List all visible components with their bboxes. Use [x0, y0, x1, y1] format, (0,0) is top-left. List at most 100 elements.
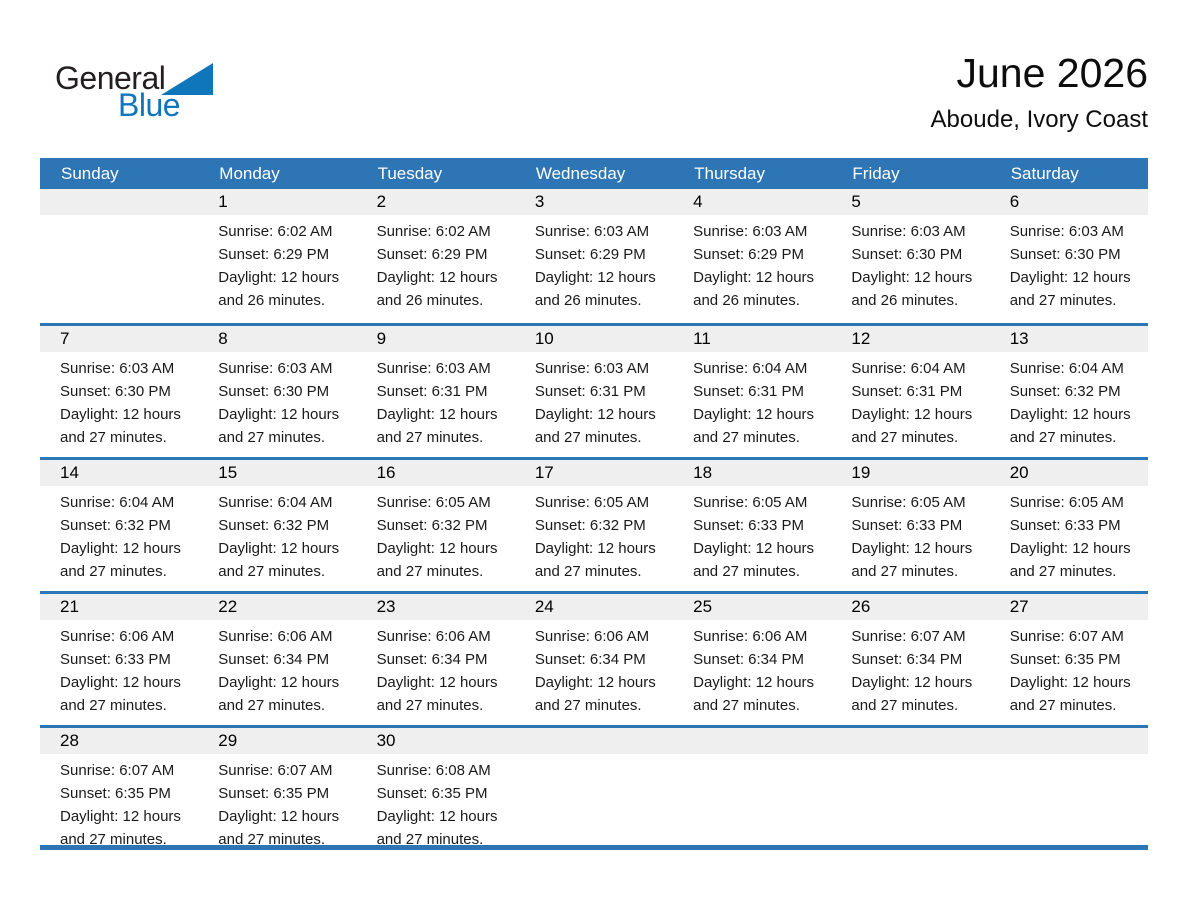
day-detail-line: Sunset: 6:32 PM — [1009, 383, 1121, 400]
day-detail-line: Sunset: 6:31 PM — [851, 383, 963, 400]
day-detail-line: Sunrise: 6:04 AM — [218, 494, 333, 511]
weekday-thursday: Thursday — [694, 163, 765, 183]
day-detail-line: Sunset: 6:34 PM — [218, 651, 330, 668]
day-details: Sunrise: 6:06 AM Sunset: 6:34 PM Daylight:… — [673, 620, 831, 717]
day-details: Sunrise: 6:03 AM Sunset: 6:29 PM Daylight:… — [515, 215, 673, 312]
general-blue-logo: General Blue — [55, 60, 255, 123]
day-number: 11 — [673, 326, 832, 352]
day-detail-line: Sunrise: 6:04 AM — [693, 360, 808, 377]
day-number: 27 — [989, 594, 1148, 620]
empty-day-cell — [989, 728, 1148, 845]
day-cell-10: 10 Sunrise: 6:03 AM Sunset: 6:31 PM Dayligh… — [514, 326, 674, 457]
day-cell-4: 4 Sunrise: 6:03 AM Sunset: 6:29 PM Daylight… — [673, 189, 832, 323]
empty-day-cell — [831, 728, 990, 845]
day-detail-line: Sunset: 6:31 PM — [693, 383, 805, 400]
day-detail-line: Sunset: 6:31 PM — [534, 383, 646, 400]
day-cell-13: 13 Sunrise: 6:04 AM Sunset: 6:32 PM Dayligh… — [989, 326, 1148, 457]
day-detail-line: Daylight: 12 hours — [534, 406, 656, 423]
day-details: Sunrise: 6:05 AM Sunset: 6:33 PM Daylight:… — [673, 486, 831, 583]
day-detail-line: Sunset: 6:30 PM — [851, 246, 963, 263]
day-number: 19 — [831, 460, 990, 486]
day-detail-line: and 27 minutes. — [218, 563, 326, 580]
day-detail-line: Daylight: 12 hours — [376, 674, 498, 691]
day-detail-line: and 27 minutes. — [693, 563, 800, 580]
day-cell-17: 17 Sunrise: 6:05 AM Sunset: 6:32 PM Dayligh… — [514, 460, 674, 591]
day-details: Sunrise: 6:08 AM Sunset: 6:35 PM Daylight:… — [357, 754, 515, 845]
day-details: Sunrise: 6:07 AM Sunset: 6:35 PM Daylight:… — [990, 620, 1148, 717]
day-detail-line: Sunset: 6:29 PM — [534, 246, 646, 263]
day-number — [514, 728, 674, 754]
day-detail-line: Sunset: 6:35 PM — [60, 785, 171, 802]
day-detail-line: and 27 minutes. — [1009, 292, 1117, 309]
week-row-3: 14 Sunrise: 6:04 AM Sunset: 6:32 PM Dayligh… — [40, 457, 1148, 591]
day-number: 5 — [831, 189, 990, 215]
day-detail-line: Daylight: 12 hours — [376, 540, 498, 557]
day-detail-line: Sunrise: 6:03 AM — [534, 223, 650, 240]
day-detail-line: and 27 minutes. — [851, 429, 959, 446]
day-number: 12 — [831, 326, 990, 352]
day-cell-24: 24 Sunrise: 6:06 AM Sunset: 6:34 PM Dayligh… — [514, 594, 674, 725]
day-detail-line: Daylight: 12 hours — [1009, 540, 1131, 557]
calendar-weeks: 1 Sunrise: 6:02 AM Sunset: 6:29 PM Daylight… — [40, 189, 1148, 845]
day-cell-18: 18 Sunrise: 6:05 AM Sunset: 6:33 PM Dayligh… — [673, 460, 832, 591]
day-cell-25: 25 Sunrise: 6:06 AM Sunset: 6:34 PM Dayligh… — [673, 594, 832, 725]
day-cell-28: 28 Sunrise: 6:07 AM Sunset: 6:35 PM Dayligh… — [40, 728, 199, 845]
day-details: Sunrise: 6:04 AM Sunset: 6:31 PM Daylight:… — [831, 352, 989, 449]
day-detail-line: Daylight: 12 hours — [534, 674, 656, 691]
day-detail-line: Daylight: 12 hours — [218, 406, 340, 423]
day-detail-line: Sunset: 6:35 PM — [376, 785, 488, 802]
day-detail-line: and 27 minutes. — [693, 429, 800, 446]
day-detail-line: Daylight: 12 hours — [851, 674, 973, 691]
day-cell-1: 1 Sunrise: 6:02 AM Sunset: 6:29 PM Daylight… — [198, 189, 357, 323]
day-cell-22: 22 Sunrise: 6:06 AM Sunset: 6:34 PM Dayligh… — [198, 594, 357, 725]
day-number: 2 — [356, 189, 515, 215]
day-number: 6 — [989, 189, 1148, 215]
day-detail-line: Sunrise: 6:06 AM — [376, 628, 491, 645]
day-detail-line: Sunrise: 6:05 AM — [851, 494, 966, 511]
day-details: Sunrise: 6:03 AM Sunset: 6:30 PM Daylight:… — [40, 352, 198, 449]
day-cell-15: 15 Sunrise: 6:04 AM Sunset: 6:32 PM Dayligh… — [198, 460, 357, 591]
day-detail-line: Sunset: 6:32 PM — [60, 517, 171, 534]
day-details: Sunrise: 6:06 AM Sunset: 6:34 PM Daylight:… — [198, 620, 356, 717]
day-number: 3 — [514, 189, 674, 215]
day-cell-14: 14 Sunrise: 6:04 AM Sunset: 6:32 PM Dayligh… — [40, 460, 199, 591]
day-number: 30 — [356, 728, 515, 754]
day-detail-line: and 27 minutes. — [60, 563, 167, 580]
day-details: Sunrise: 6:07 AM Sunset: 6:34 PM Daylight:… — [831, 620, 989, 717]
day-number: 29 — [198, 728, 357, 754]
day-detail-line: and 27 minutes. — [851, 563, 959, 580]
day-detail-line: Sunrise: 6:06 AM — [60, 628, 175, 645]
day-detail-line: and 27 minutes. — [376, 429, 484, 446]
month-title: June 2026 — [956, 50, 1148, 96]
day-details: Sunrise: 6:05 AM Sunset: 6:33 PM Daylight:… — [990, 486, 1148, 583]
day-detail-line: Sunrise: 6:03 AM — [60, 360, 175, 377]
day-cell-26: 26 Sunrise: 6:07 AM Sunset: 6:34 PM Dayligh… — [831, 594, 990, 725]
day-detail-line: Sunset: 6:34 PM — [851, 651, 963, 668]
day-detail-line: Sunrise: 6:02 AM — [218, 223, 333, 240]
day-detail-line: Daylight: 12 hours — [60, 808, 181, 825]
day-number: 1 — [198, 189, 357, 215]
day-detail-line: Sunrise: 6:05 AM — [1009, 494, 1124, 511]
day-detail-line: Daylight: 12 hours — [851, 406, 973, 423]
day-detail-line: Daylight: 12 hours — [218, 540, 340, 557]
weekday-saturday: Saturday — [1010, 163, 1079, 183]
day-detail-line: Daylight: 12 hours — [218, 674, 340, 691]
day-number: 22 — [198, 594, 357, 620]
day-details: Sunrise: 6:03 AM Sunset: 6:30 PM Daylight:… — [831, 215, 989, 312]
day-number — [40, 189, 199, 215]
day-detail-line: Daylight: 12 hours — [693, 674, 815, 691]
day-detail-line: Sunset: 6:29 PM — [376, 246, 488, 263]
day-detail-line: Daylight: 12 hours — [693, 540, 815, 557]
day-detail-line: Sunrise: 6:08 AM — [376, 762, 491, 779]
day-cell-7: 7 Sunrise: 6:03 AM Sunset: 6:30 PM Daylight… — [40, 326, 199, 457]
day-cell-30: 30 Sunrise: 6:08 AM Sunset: 6:35 PM Dayligh… — [356, 728, 515, 845]
day-detail-line: Daylight: 12 hours — [376, 269, 498, 286]
day-detail-line: Daylight: 12 hours — [693, 269, 815, 286]
day-detail-line: Sunrise: 6:04 AM — [60, 494, 175, 511]
day-detail-line: Sunset: 6:30 PM — [60, 383, 171, 400]
day-number — [989, 728, 1148, 754]
day-cell-9: 9 Sunrise: 6:03 AM Sunset: 6:31 PM Daylight… — [356, 326, 515, 457]
day-detail-line: Sunrise: 6:06 AM — [218, 628, 333, 645]
day-detail-line: Daylight: 12 hours — [534, 540, 656, 557]
day-details: Sunrise: 6:07 AM Sunset: 6:35 PM Daylight:… — [198, 754, 356, 845]
